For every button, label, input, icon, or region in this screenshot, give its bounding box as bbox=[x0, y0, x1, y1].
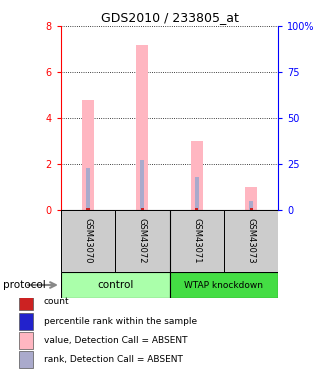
Text: GSM43071: GSM43071 bbox=[192, 218, 201, 264]
Bar bbox=[136, 45, 148, 210]
Bar bbox=[19, 294, 33, 310]
Bar bbox=[249, 201, 253, 210]
Bar bbox=[19, 332, 33, 349]
Text: value, Detection Call = ABSENT: value, Detection Call = ABSENT bbox=[44, 336, 187, 345]
Bar bbox=[195, 208, 198, 210]
Bar bbox=[19, 313, 33, 330]
Bar bbox=[170, 210, 224, 272]
Bar bbox=[141, 208, 144, 210]
Bar bbox=[86, 168, 90, 210]
Bar bbox=[61, 210, 115, 272]
Text: WTAP knockdown: WTAP knockdown bbox=[185, 280, 263, 290]
Bar bbox=[224, 210, 278, 272]
Bar bbox=[61, 272, 170, 298]
Bar bbox=[170, 272, 278, 298]
Bar bbox=[245, 187, 257, 210]
Bar bbox=[19, 351, 33, 368]
Bar bbox=[140, 160, 144, 210]
Title: GDS2010 / 233805_at: GDS2010 / 233805_at bbox=[101, 11, 238, 24]
Bar bbox=[191, 141, 203, 210]
Bar bbox=[82, 100, 94, 210]
Text: percentile rank within the sample: percentile rank within the sample bbox=[44, 316, 197, 326]
Text: protocol: protocol bbox=[3, 280, 46, 290]
Bar bbox=[86, 208, 90, 210]
Text: GSM43070: GSM43070 bbox=[84, 218, 92, 264]
Bar bbox=[250, 208, 253, 210]
Text: rank, Detection Call = ABSENT: rank, Detection Call = ABSENT bbox=[44, 355, 183, 364]
Text: GSM43072: GSM43072 bbox=[138, 218, 147, 264]
Bar bbox=[195, 177, 199, 210]
Text: control: control bbox=[97, 280, 133, 290]
Text: GSM43073: GSM43073 bbox=[247, 218, 256, 264]
Text: count: count bbox=[44, 297, 69, 306]
Bar bbox=[115, 210, 170, 272]
